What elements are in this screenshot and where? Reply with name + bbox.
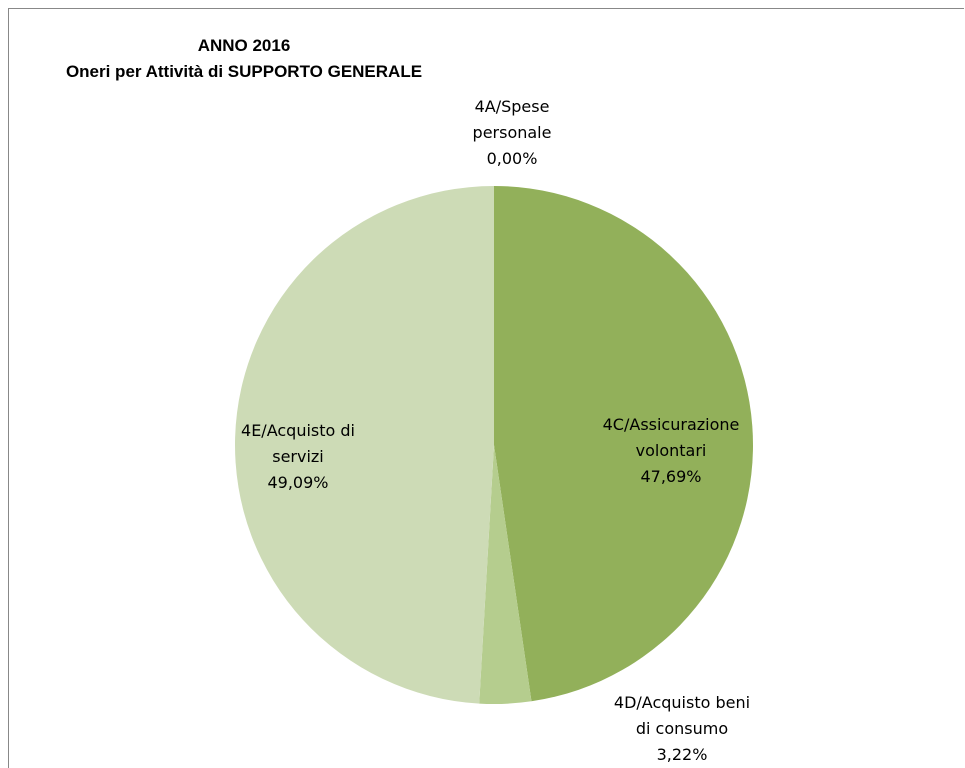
pie-slices xyxy=(234,186,753,704)
slice-label-line: personale xyxy=(473,123,552,142)
chart-title-line-2: Oneri per Attività di SUPPORTO GENERALE xyxy=(66,62,422,81)
slice-label-line: 4D/Acquisto beni xyxy=(614,693,750,712)
slice-label-line: 0,00% xyxy=(487,149,538,168)
slice-label-3: 4E/Acquisto di servizi 49,09% xyxy=(241,421,355,492)
slice-label-line: 49,09% xyxy=(267,473,328,492)
slice-label-line: di consumo xyxy=(636,719,728,738)
slice-label-line: 4A/Spese xyxy=(475,97,550,116)
slice-label-0: 4A/Spese personale 0,00% xyxy=(473,97,552,168)
slice-label-line: 4E/Acquisto di xyxy=(241,421,355,440)
pie-slice-3 xyxy=(234,186,494,704)
slice-label-1: 4C/Assicurazione volontari 47,69% xyxy=(603,415,740,486)
slice-label-line: 47,69% xyxy=(640,467,701,486)
pie-labels: 4A/Spese personale 0,00% 4C/Assicurazione vo… xyxy=(241,97,750,762)
slice-label-line: 4C/Assicurazione xyxy=(603,415,740,434)
chart-title-line-1: ANNO 2016 xyxy=(198,36,291,55)
slice-label-line: servizi xyxy=(272,447,324,466)
slice-label-2: 4D/Acquisto beni di consumo 3,22% xyxy=(614,693,750,762)
pie-slice-1 xyxy=(494,186,753,702)
slice-label-line: volontari xyxy=(636,441,707,460)
chart-frame xyxy=(8,8,964,768)
slice-label-line: 3,22% xyxy=(657,745,708,762)
pie-slice-2 xyxy=(479,445,532,704)
